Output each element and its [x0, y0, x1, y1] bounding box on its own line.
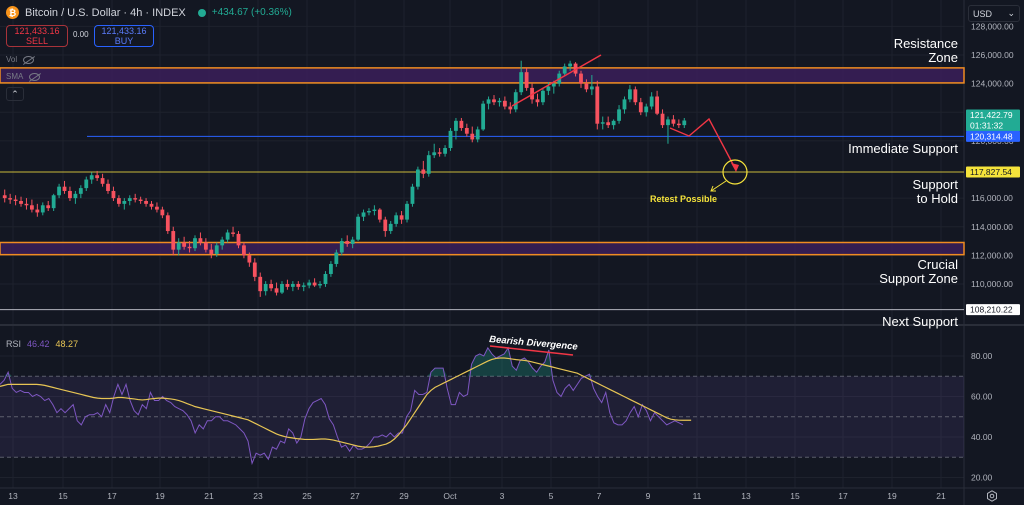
symbol-header[interactable]: ₿ Bitcoin / U.S. Dollar · 4h · INDEX +43… — [6, 6, 292, 19]
svg-text:Zone: Zone — [928, 50, 958, 65]
svg-text:Support Zone: Support Zone — [879, 271, 958, 286]
svg-text:117,827.54: 117,827.54 — [970, 167, 1012, 177]
indicator-sma[interactable]: SMA — [6, 72, 41, 81]
svg-text:Next Support: Next Support — [882, 314, 958, 329]
svg-text:23: 23 — [253, 491, 263, 501]
svg-text:13: 13 — [741, 491, 751, 501]
svg-text:17: 17 — [838, 491, 848, 501]
svg-text:114,000.00: 114,000.00 — [971, 222, 1013, 232]
rsi-value: 46.42 — [27, 339, 50, 349]
svg-text:21: 21 — [936, 491, 946, 501]
currency-select[interactable]: USD ⌄ — [968, 5, 1020, 22]
settings-gear-icon[interactable] — [986, 490, 998, 502]
svg-text:11: 11 — [693, 491, 702, 501]
svg-text:124,000.00: 124,000.00 — [971, 79, 1014, 89]
rsi-legend[interactable]: RSI 46.42 48.27 — [6, 339, 78, 349]
svg-text:13: 13 — [8, 491, 18, 501]
rsi-label: RSI — [6, 339, 22, 349]
sell-price: 121,433.16 — [14, 26, 60, 36]
eye-hidden-icon[interactable] — [29, 72, 41, 81]
svg-text:126,000.00: 126,000.00 — [971, 50, 1014, 60]
svg-text:60.00: 60.00 — [971, 392, 993, 402]
svg-text:Crucial: Crucial — [918, 257, 959, 272]
zones — [0, 67, 965, 311]
svg-text:Support: Support — [912, 177, 958, 192]
svg-text:40.00: 40.00 — [971, 432, 993, 442]
svg-text:121,422.79: 121,422.79 — [970, 110, 1013, 120]
price-change: +434.67 (+0.36%) — [211, 7, 292, 18]
sell-label: SELL — [25, 36, 49, 46]
svg-text:5: 5 — [549, 491, 554, 501]
svg-text:25: 25 — [302, 491, 312, 501]
spread-value: 0.00 — [73, 30, 89, 39]
svg-text:Oct: Oct — [443, 491, 457, 501]
svg-text:80.00: 80.00 — [971, 351, 993, 361]
svg-text:19: 19 — [155, 491, 165, 501]
svg-text:19: 19 — [887, 491, 897, 501]
time-axis[interactable]: 13 15 17 19 21 23 25 27 29 Oct 3 5 7 9 11 13 15 17 19 21 — [8, 491, 946, 501]
bitcoin-logo-icon: ₿ — [6, 6, 19, 19]
rsi-pane — [0, 346, 964, 466]
svg-text:112,000.00: 112,000.00 — [971, 250, 1013, 260]
svg-text:27: 27 — [350, 491, 360, 501]
svg-text:120,314.48: 120,314.48 — [970, 131, 1013, 141]
indicator-sma-label: SMA — [6, 72, 24, 81]
candlestick-series — [2, 60, 687, 297]
svg-text:9: 9 — [646, 491, 651, 501]
svg-text:128,000.00: 128,000.00 — [971, 21, 1014, 31]
svg-text:21: 21 — [204, 491, 214, 501]
buy-price: 121,433.16 — [101, 26, 147, 36]
svg-text:108,210.22: 108,210.22 — [970, 305, 1013, 315]
svg-text:to Hold: to Hold — [917, 191, 958, 206]
svg-text:7: 7 — [597, 491, 602, 501]
symbol-title[interactable]: Bitcoin / U.S. Dollar · 4h · INDEX — [25, 6, 186, 19]
svg-text:3: 3 — [500, 491, 505, 501]
svg-text:17: 17 — [107, 491, 117, 501]
svg-text:01:31:32: 01:31:32 — [970, 121, 1003, 131]
svg-text:Immediate Support: Immediate Support — [848, 141, 958, 156]
market-status-icon — [197, 8, 206, 17]
sell-button[interactable]: 121,433.16 SELL — [6, 25, 68, 47]
buy-label: BUY — [114, 36, 134, 46]
collapse-legend-button[interactable]: ⌃ — [6, 87, 24, 101]
svg-text:Resistance: Resistance — [894, 36, 958, 51]
svg-text:15: 15 — [790, 491, 800, 501]
chevron-down-icon: ⌄ — [1007, 8, 1015, 18]
svg-text:20.00: 20.00 — [971, 473, 993, 483]
svg-text:29: 29 — [399, 491, 409, 501]
indicator-vol-label: Vol — [6, 55, 18, 64]
buy-button[interactable]: 121,433.16 BUY — [94, 25, 154, 47]
svg-text:Retest Possible: Retest Possible — [650, 194, 717, 204]
rsi-ma-value: 48.27 — [55, 339, 79, 349]
svg-text:15: 15 — [58, 491, 68, 501]
svg-text:110,000.00: 110,000.00 — [971, 279, 1013, 289]
eye-hidden-icon[interactable] — [23, 55, 35, 64]
currency-label: USD — [973, 8, 993, 19]
indicator-vol[interactable]: Vol — [6, 55, 35, 64]
svg-text:116,000.00: 116,000.00 — [971, 193, 1013, 203]
price-axis[interactable]: 128,000.00126,000.00124,000.00122,000.00… — [966, 21, 1020, 483]
